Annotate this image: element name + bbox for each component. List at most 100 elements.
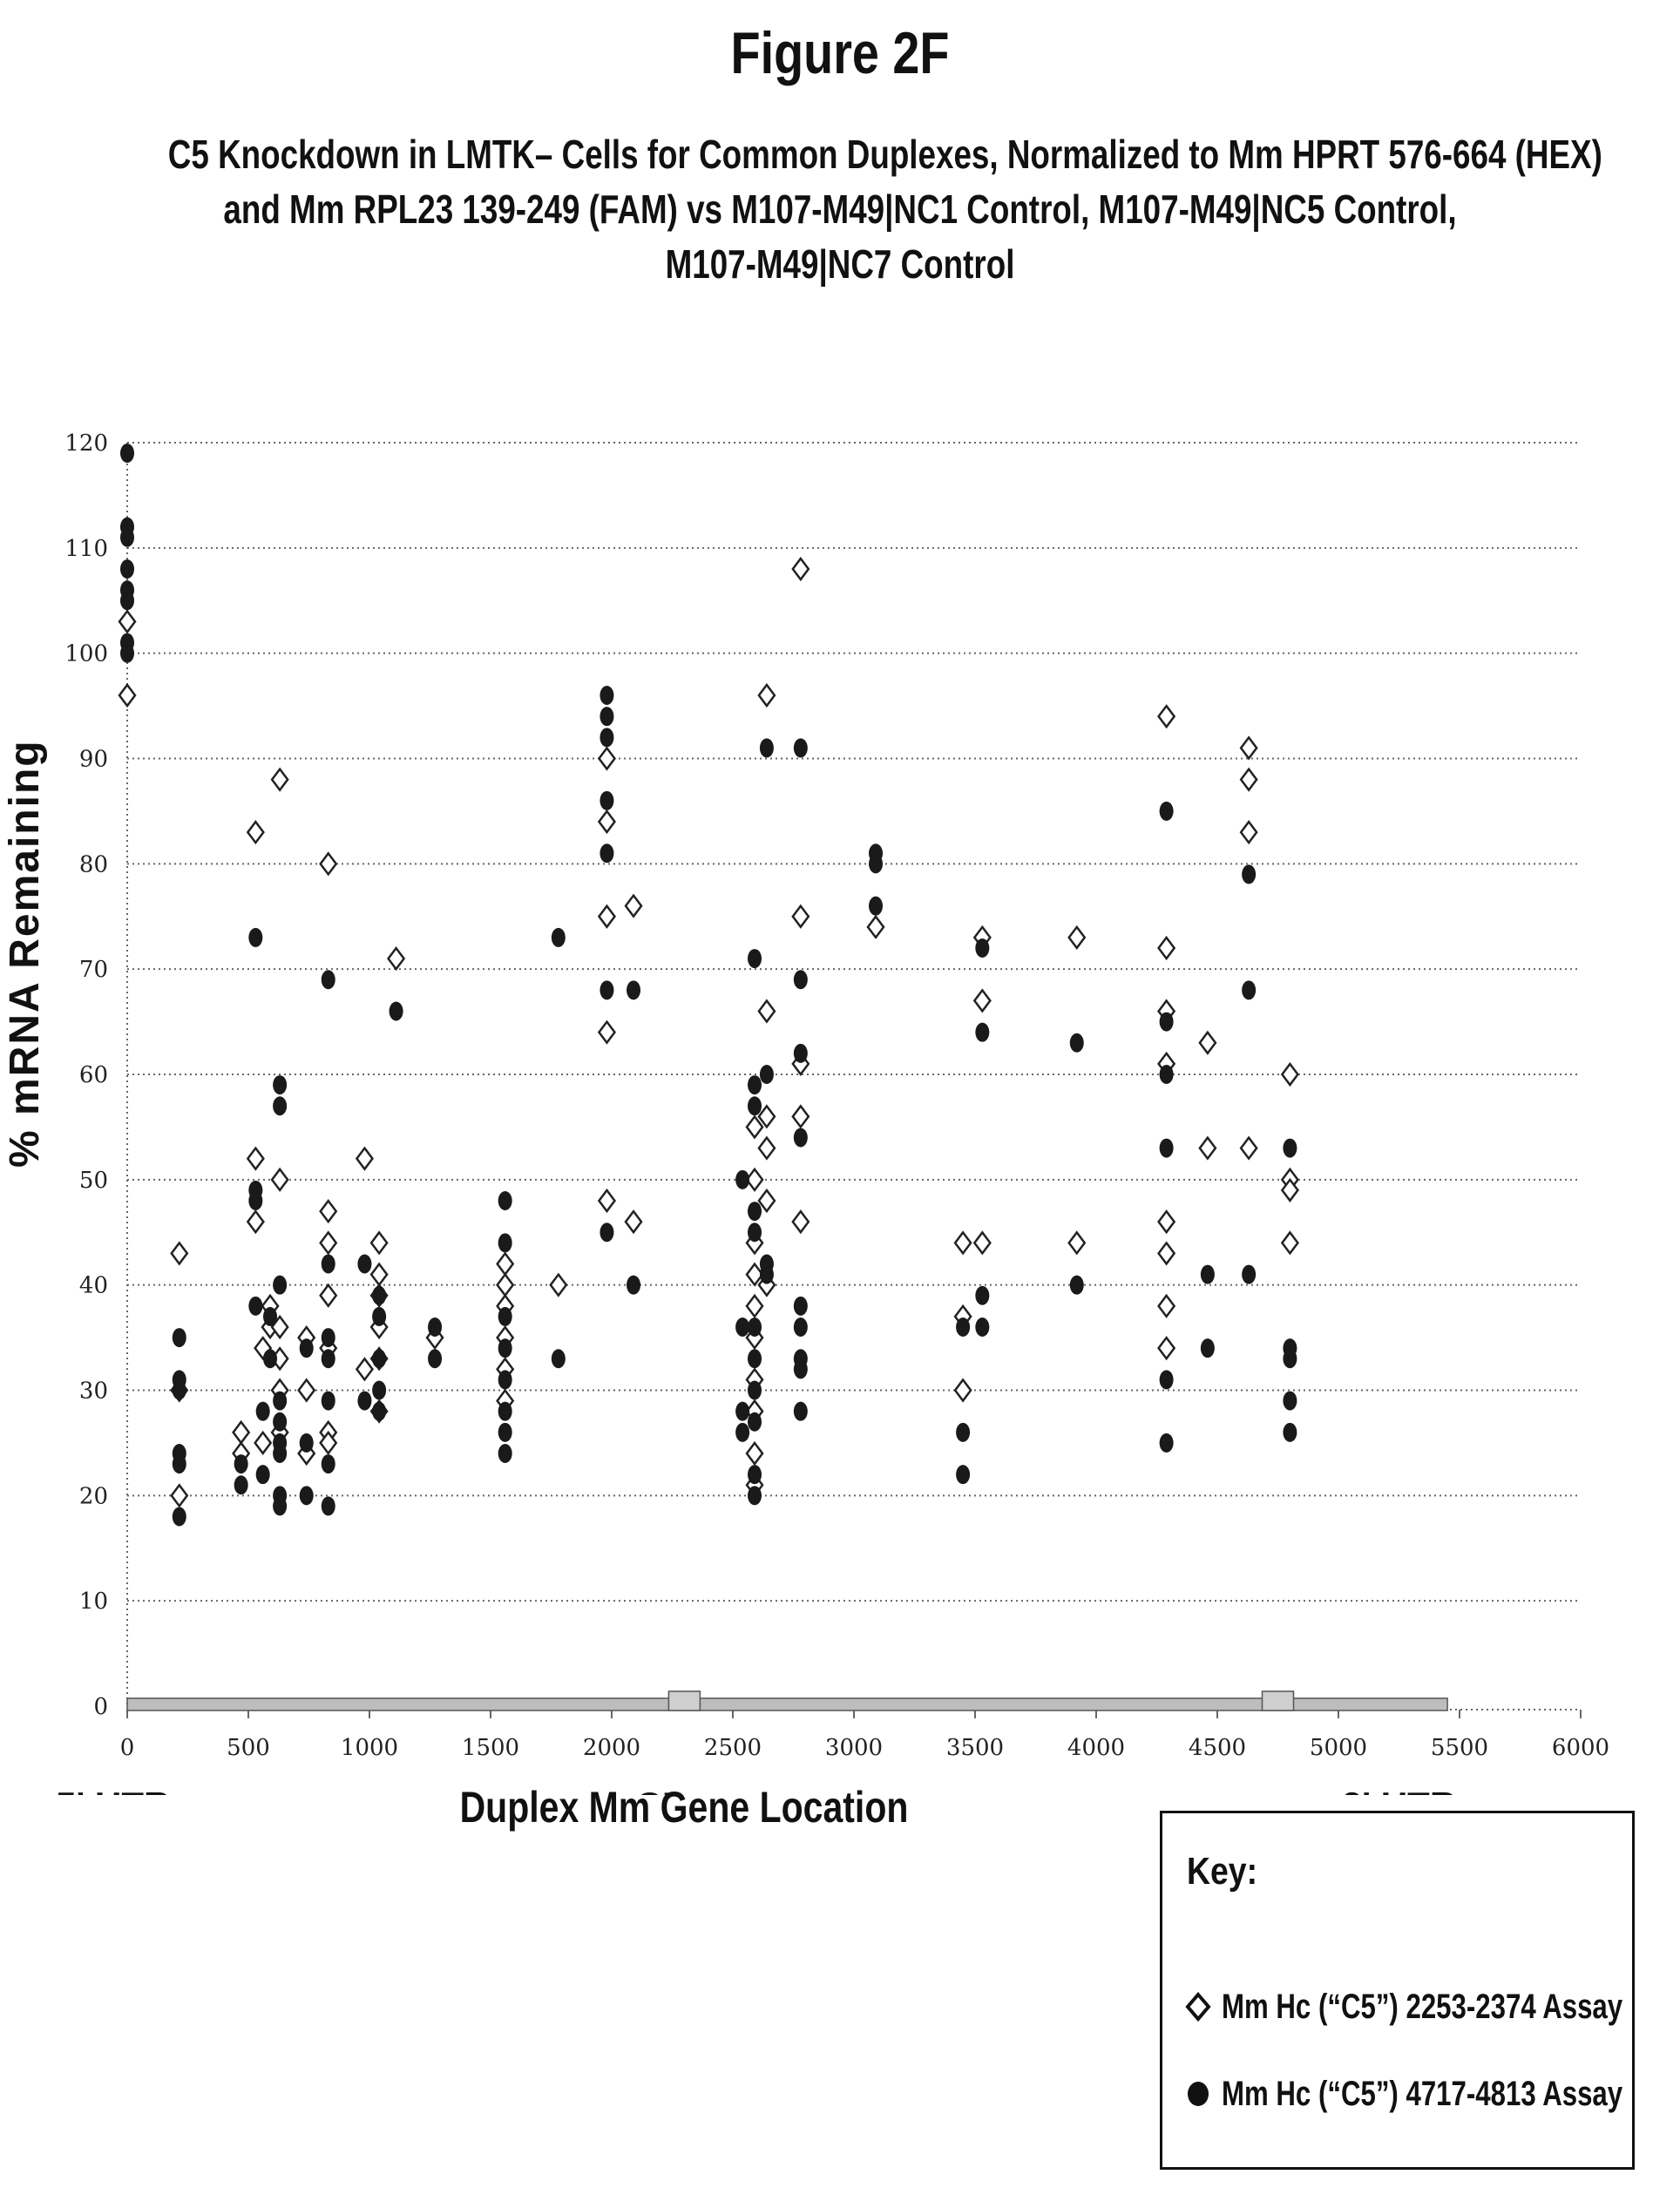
data-point-circle (759, 1264, 774, 1284)
y-tick-label: 80 (79, 851, 108, 877)
data-point-circle (372, 1349, 387, 1369)
data-point-diamond (549, 1272, 568, 1297)
axes (126, 443, 1582, 1718)
data-point-circle (793, 1296, 808, 1316)
data-point-diamond (387, 946, 406, 972)
data-point-diamond (757, 1104, 776, 1129)
data-point-circle (600, 843, 614, 864)
x-tick-label: 2500 (704, 1735, 762, 1761)
data-point-diamond (597, 1019, 617, 1045)
data-point-diamond (866, 914, 885, 939)
gene-region-label: 5' UTR (56, 1785, 170, 1795)
data-point-diamond (246, 819, 265, 845)
data-point-circle (372, 1306, 387, 1326)
data-point-diamond (757, 682, 776, 708)
data-point-circle (735, 1169, 750, 1189)
data-point-circle (273, 1075, 288, 1095)
data-point-diamond (972, 988, 992, 1013)
data-point-diamond (953, 1378, 972, 1403)
data-point-diamond (496, 1251, 515, 1277)
data-point-circle (498, 1233, 512, 1253)
data-point-circle (1242, 1264, 1257, 1284)
gene-region-label: CDs (635, 1785, 708, 1795)
data-point-circle (248, 927, 263, 947)
data-point-circle (793, 1401, 808, 1421)
data-point-circle (498, 1306, 512, 1326)
legend-box: Key: Mm Hc (“C5”) 2253-2374 Assay Mm Hc … (1160, 1811, 1635, 2170)
data-point-circle (748, 1096, 762, 1116)
gene-region-labels: 5' UTR CDs 3' UTR (56, 1785, 1456, 1795)
data-point-diamond (1239, 767, 1258, 792)
data-point-diamond (1280, 1230, 1299, 1256)
data-point-circle (234, 1475, 248, 1495)
data-point-diamond (118, 682, 137, 708)
data-point-circle (735, 1401, 750, 1421)
data-point-circle (600, 980, 614, 1000)
data-point-circle (299, 1338, 314, 1358)
data-point-circle (975, 1285, 990, 1305)
data-point-circle (1159, 1370, 1174, 1390)
data-point-circle (735, 1318, 750, 1337)
data-point-circle (120, 444, 134, 464)
data-point-circle (321, 1349, 335, 1369)
data-point-circle (299, 1433, 314, 1453)
data-point-circle (748, 1486, 762, 1506)
data-point-circle (273, 1444, 288, 1463)
data-point-circle (172, 1454, 186, 1474)
data-point-circle (869, 854, 884, 874)
data-point-circle (321, 1328, 335, 1348)
data-point-diamond (355, 1146, 375, 1171)
legend-label-diamond: Mm Hc (“C5”) 2253-2374 Assay (1222, 1987, 1623, 2026)
gridlines (127, 442, 1581, 1602)
y-tick-label: 20 (79, 1483, 108, 1509)
data-point-diamond (319, 851, 338, 877)
y-tick-label: 60 (79, 1062, 108, 1088)
data-point-circle (498, 1422, 512, 1442)
data-point-circle (975, 938, 990, 958)
data-point-circle (1283, 1138, 1297, 1158)
data-point-circle (735, 1422, 750, 1442)
data-point-circle (1159, 1065, 1174, 1084)
data-point-circle (273, 1391, 288, 1411)
data-point-diamond (170, 1483, 189, 1508)
x-tick-label: 6000 (1552, 1735, 1609, 1761)
data-point-circle (627, 1275, 641, 1295)
data-point-circle (273, 1496, 288, 1516)
data-point-diamond (745, 1167, 764, 1192)
data-point-circle (793, 738, 808, 758)
data-point-diamond (745, 1293, 764, 1318)
data-point-circle (248, 1296, 263, 1316)
data-point-diamond (355, 1357, 375, 1382)
data-point-circle (321, 970, 335, 990)
data-point-circle (748, 949, 762, 969)
data-point-circle (759, 1065, 774, 1084)
gene-bar-track (126, 1697, 1448, 1711)
data-point-diamond (1239, 735, 1258, 761)
data-point-circle (793, 1043, 808, 1063)
data-point-circle (321, 1391, 335, 1411)
data-point-circle (120, 591, 134, 611)
data-point-circle (1200, 1264, 1215, 1284)
data-point-diamond (1198, 1135, 1217, 1161)
data-point-circle (263, 1306, 278, 1326)
data-point-diamond (745, 1114, 764, 1140)
data-point-diamond (1157, 1209, 1176, 1235)
data-point-circle (372, 1285, 387, 1305)
data-point-diamond (791, 1104, 810, 1129)
chart-title-line-3: M107-M49|NC7 Control (665, 241, 1015, 287)
data-point-diamond (369, 1262, 389, 1287)
data-point-circle (551, 927, 566, 947)
data-point-diamond (369, 1230, 389, 1256)
data-point-circle (600, 790, 614, 810)
data-point-diamond (1157, 1241, 1176, 1266)
data-point-diamond (1157, 704, 1176, 729)
data-point-circle (1283, 1422, 1297, 1442)
legend-item-filled-circle: Mm Hc (“C5”) 4717-4813 Assay (1183, 2068, 1680, 2120)
data-point-diamond (270, 767, 289, 792)
data-point-circle (263, 1349, 278, 1369)
x-tick-label: 5500 (1431, 1735, 1488, 1761)
data-point-diamond (791, 1209, 810, 1235)
data-point-circle (1242, 980, 1257, 1000)
data-point-circle (321, 1496, 335, 1516)
data-point-circle (255, 1465, 270, 1485)
